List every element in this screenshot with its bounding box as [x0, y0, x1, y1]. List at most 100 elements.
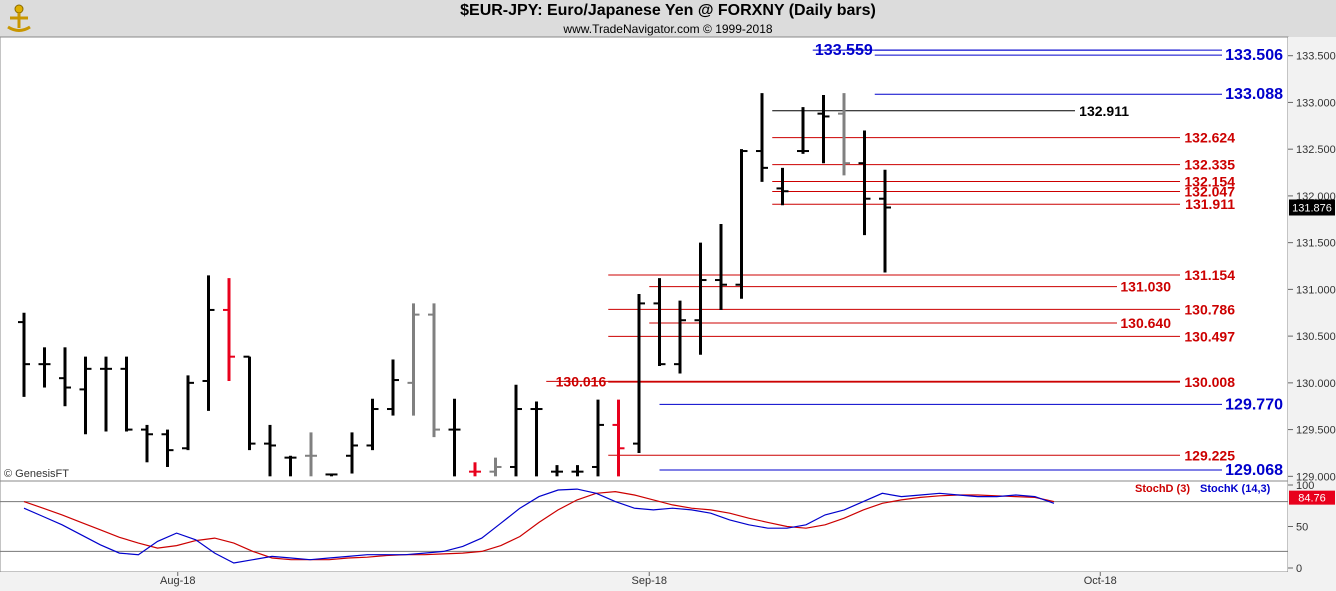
stoch-tick-label: 50 [1296, 522, 1308, 534]
price-bars [18, 93, 891, 477]
x-tick-label: Aug-18 [160, 575, 195, 587]
y-tick-label: 131.500 [1296, 238, 1336, 250]
chart-header [0, 0, 1336, 37]
x-tick-label: Oct-18 [1084, 575, 1117, 587]
trade-navigator-logo-icon [4, 2, 34, 39]
stoch-tick-label: 100 [1296, 480, 1314, 492]
stoch-last-value-label: 84.76 [1298, 493, 1326, 505]
level-label: 130.497 [1184, 328, 1235, 344]
price-bar [489, 457, 502, 477]
last-price-box [1289, 199, 1335, 216]
price-bar [448, 398, 461, 477]
price-bar [38, 347, 51, 388]
price-bar [530, 401, 543, 477]
x-axis-area [0, 572, 1288, 591]
price-bar [264, 424, 276, 477]
level-label: 131.030 [1120, 279, 1171, 295]
level-label: 129.225 [1184, 447, 1235, 463]
level-label: 132.335 [1184, 157, 1235, 173]
price-bar [612, 399, 625, 477]
level-label: 132.624 [1184, 130, 1235, 146]
level-label: 130.016 [556, 373, 607, 389]
price-bar [674, 300, 686, 374]
price-bar [428, 303, 440, 438]
price-bar [202, 275, 215, 411]
y-tick-label: 132.500 [1296, 144, 1336, 156]
price-bar [510, 384, 522, 477]
price-bar [838, 93, 850, 176]
y-tick-label: 130.500 [1296, 331, 1336, 343]
price-bar [100, 356, 112, 432]
price-bar [776, 167, 789, 206]
price-bar [694, 242, 707, 355]
price-bar [182, 375, 194, 451]
watermark-label: © GenesisFT [4, 468, 69, 480]
x-axis: Aug-18 Sep-18 Oct-18 [160, 572, 1117, 587]
level-label: 133.088 [1225, 86, 1283, 103]
price-bar [735, 149, 748, 299]
y-tick-label: 131.000 [1296, 284, 1336, 296]
stoch-series-line [23, 488, 1055, 564]
level-label: 133.559 [815, 42, 873, 59]
price-bar [243, 355, 256, 451]
stoch-last-value-box [1289, 490, 1335, 505]
stochastic-panel [0, 480, 1289, 573]
price-bar [817, 94, 830, 164]
price-bar [79, 356, 92, 435]
stochastic-chart: 100 50 0 StochD (3) StochK (14,3) 84.76 [0, 480, 1335, 575]
stoch-series-line [23, 490, 1055, 561]
price-bar [223, 278, 235, 381]
price-bar [59, 347, 71, 407]
price-bar [18, 312, 30, 397]
level-label: 129.068 [1225, 462, 1283, 479]
level-label: 131.911 [1185, 196, 1235, 212]
price-bar [366, 398, 379, 451]
level-label: 130.786 [1184, 301, 1235, 317]
stoch-legend-entry: StochD (3) [1135, 483, 1190, 495]
level-label: 130.008 [1184, 374, 1235, 390]
price-bar [407, 303, 420, 416]
y-tick-label: 133.500 [1296, 51, 1336, 63]
y-tick-label: 129.500 [1296, 425, 1336, 437]
price-bar [120, 356, 133, 432]
price-bar [161, 429, 174, 467]
level-label: 132.154 [1184, 174, 1235, 190]
y-tick-label: 129.000 [1296, 471, 1336, 483]
level-label: 133.506 [1225, 47, 1283, 64]
price-bar [633, 294, 645, 453]
level-label: 129.770 [1225, 396, 1283, 413]
y-axis-area [1288, 37, 1336, 591]
price-bar [571, 465, 584, 477]
price-bar [858, 130, 871, 236]
last-price-label: 131.876 [1292, 202, 1332, 214]
price-bar [756, 93, 768, 182]
y-tick-label: 130.000 [1296, 378, 1336, 390]
chart-title: $EUR-JPY: Euro/Japanese Yen @ FORXNY (Da… [460, 2, 876, 19]
level-label: 132.911 [1079, 103, 1129, 119]
level-label: 130.640 [1120, 315, 1171, 331]
y-tick-label: 133.000 [1296, 97, 1336, 109]
price-bar [715, 223, 727, 310]
price-bar [305, 432, 317, 477]
price-bar [879, 169, 891, 273]
level-label: 131.154 [1184, 267, 1235, 283]
price-bar [141, 424, 153, 463]
price-bar [469, 462, 481, 477]
price-bar [797, 107, 809, 154]
price-bar [653, 278, 666, 367]
level-lines: 133.559 133.506 133.088 132.911 132.624 132.3… [546, 42, 1283, 479]
price-bar [346, 432, 358, 474]
chart-subtitle: www.TradeNavigator.com © 1999-2018 [563, 22, 773, 36]
last-price-marker: 131.876 [1289, 199, 1335, 216]
price-bar [325, 473, 338, 477]
stoch-last-value-marker: 84.76 [1289, 490, 1335, 505]
level-label: 132.047 [1184, 184, 1235, 200]
price-y-axis: 133.500133.000132.500132.000131.500131.0… [1288, 51, 1336, 483]
price-bar [284, 455, 297, 477]
price-bar [551, 465, 563, 477]
price-bar [387, 359, 399, 416]
stoch-tick-label: 0 [1296, 563, 1302, 575]
stoch-legend-entry: StochK (14,3) [1200, 483, 1271, 495]
x-tick-label: Sep-18 [632, 575, 667, 587]
